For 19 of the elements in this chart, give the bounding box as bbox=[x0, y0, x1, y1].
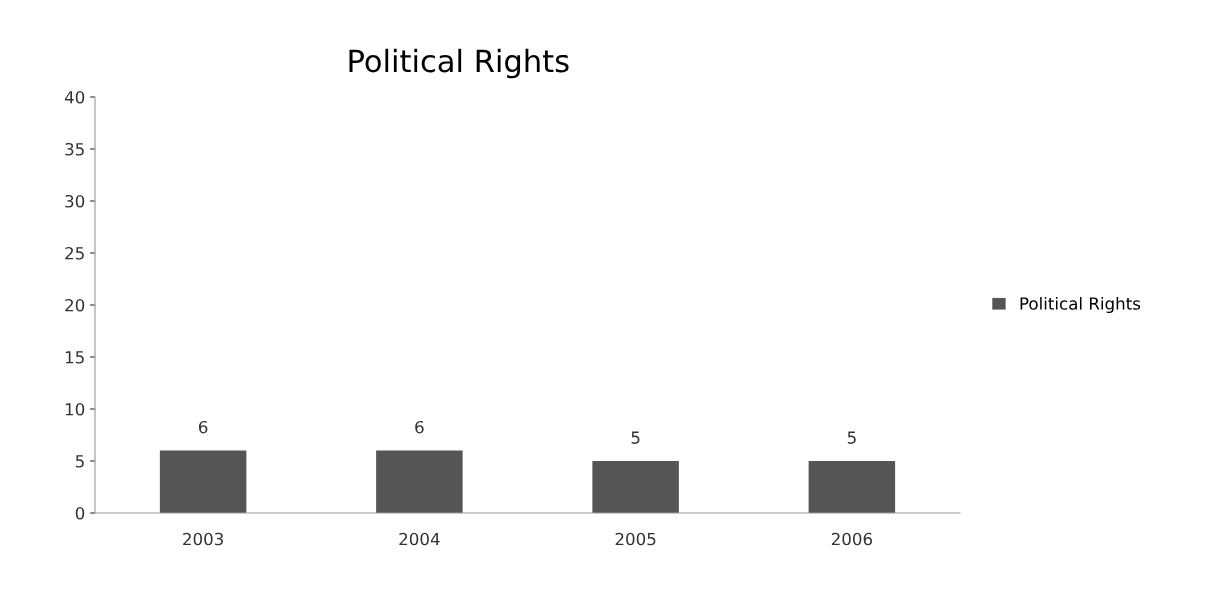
y-tick-label: 35 bbox=[65, 142, 84, 156]
data-label: 5 bbox=[631, 431, 640, 444]
x-tick-label: 2006 bbox=[831, 532, 873, 546]
y-tick-label: 5 bbox=[75, 455, 84, 468]
data-label: 5 bbox=[847, 431, 856, 444]
data-label: 6 bbox=[198, 420, 208, 434]
y-tick-label: 30 bbox=[65, 194, 85, 208]
y-tick-label: 40 bbox=[64, 90, 85, 104]
y-tick-label: 0 bbox=[75, 506, 85, 520]
x-tick-label: 2004 bbox=[399, 532, 440, 546]
data-label: 6 bbox=[415, 420, 424, 434]
y-tick-label: 15 bbox=[65, 351, 84, 364]
x-tick-label: 2005 bbox=[615, 532, 656, 546]
chart-title: Political Rights bbox=[349, 48, 569, 79]
y-tick-label: 10 bbox=[65, 402, 85, 416]
x-tick-label: 2003 bbox=[183, 532, 223, 546]
y-tick-label: 20 bbox=[65, 298, 85, 312]
y-tick-label: 25 bbox=[65, 246, 84, 260]
legend-label: Political Rights bbox=[1020, 296, 1141, 314]
